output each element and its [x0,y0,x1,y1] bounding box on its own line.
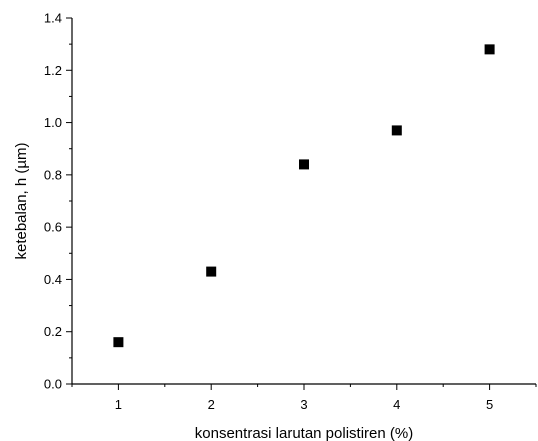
y-tick-label: 0.2 [44,324,62,339]
data-point [484,44,495,55]
y-ticks: 0.0 0.2 0.4 0.6 0.8 1.0 1.2 1.4 [44,11,72,392]
y-tick-label: 0.6 [44,220,62,235]
x-tick-label: 5 [486,397,493,412]
y-tick-label: 1.4 [44,11,62,26]
data-point [113,337,124,348]
y-axis-title: ketebalan, h (µm) [13,142,30,259]
y-tick-label: 1.0 [44,115,62,130]
x-tick-label: 2 [208,397,215,412]
data-points [113,44,495,348]
data-point [391,125,402,136]
x-tick-label: 4 [393,397,400,412]
y-tick-label: 0.8 [44,167,62,182]
y-tick-label: 1.2 [44,63,62,78]
data-point [206,266,217,277]
y-tick-label: 0.4 [44,272,62,287]
data-point [299,159,309,170]
x-tick-label: 3 [300,397,307,412]
x-axis-title: konsentrasi larutan polistiren (%) [195,425,413,441]
axes [71,18,536,385]
y-tick-label: 0.0 [44,377,62,392]
x-ticks: 1 2 3 4 5 [71,384,537,412]
x-tick-label: 1 [115,397,122,412]
